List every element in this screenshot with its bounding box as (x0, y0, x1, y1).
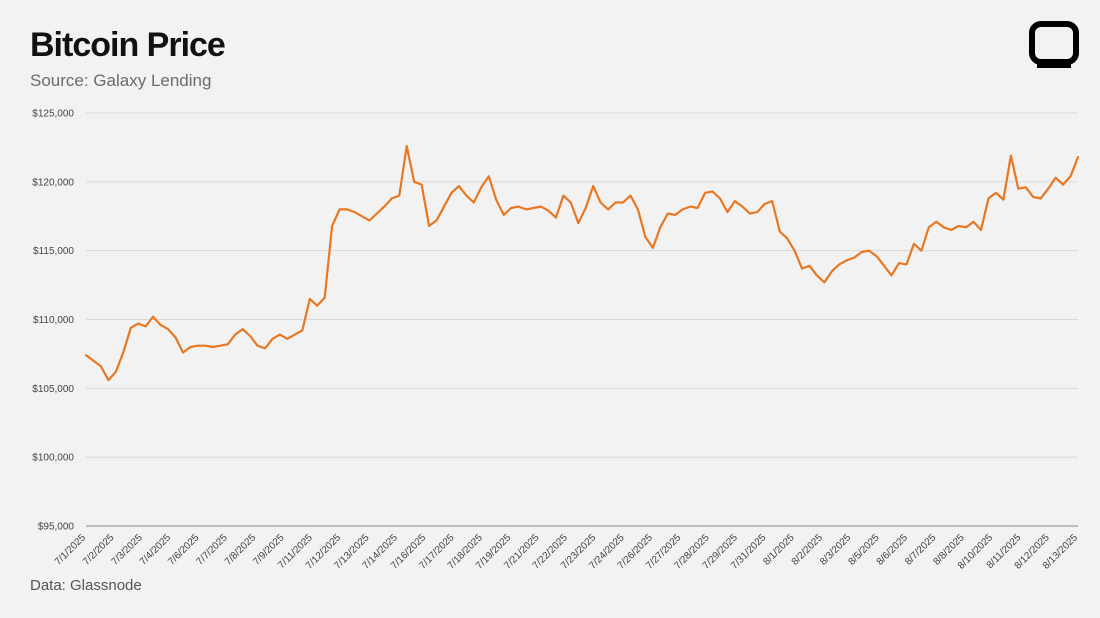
chart-subtitle: Source: Galaxy Lending (30, 71, 212, 90)
square-frame-logo-icon (1029, 21, 1079, 68)
price-series-line (84, 144, 1080, 382)
y-tick-label: $115,000 (33, 246, 74, 257)
y-tick-label: $95,000 (38, 522, 75, 533)
y-tick-label: $125,000 (32, 109, 74, 120)
y-tick-label: $100,000 (32, 453, 74, 464)
chart-title: Bitcoin Price (30, 26, 226, 64)
y-tick-label: $105,000 (32, 384, 74, 395)
data-source-note: Data: Glassnode (30, 577, 142, 594)
y-tick-label: $120,000 (32, 177, 74, 188)
y-tick-label: $110,000 (33, 315, 74, 326)
